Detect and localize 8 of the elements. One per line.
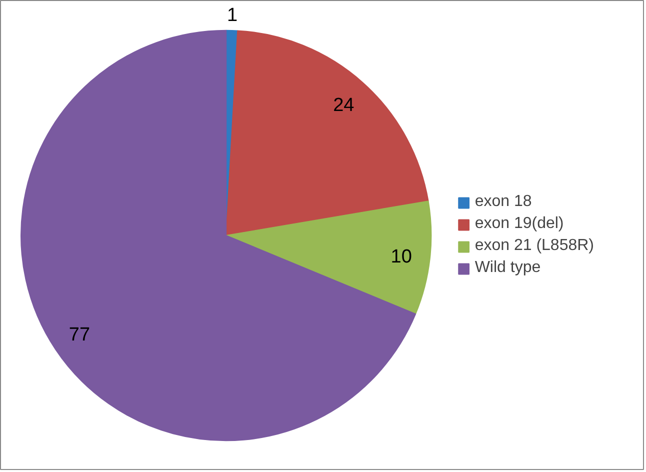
data-label: 10 <box>390 246 412 268</box>
data-label: 77 <box>68 324 90 346</box>
legend-label: Wild type <box>474 259 541 277</box>
data-label: 1 <box>227 4 238 26</box>
legend-label: exon 18 <box>474 193 532 211</box>
legend-label: exon 21 (L858R) <box>474 237 594 255</box>
data-label: 24 <box>333 94 355 116</box>
legend-label: exon 19(del) <box>474 215 564 233</box>
